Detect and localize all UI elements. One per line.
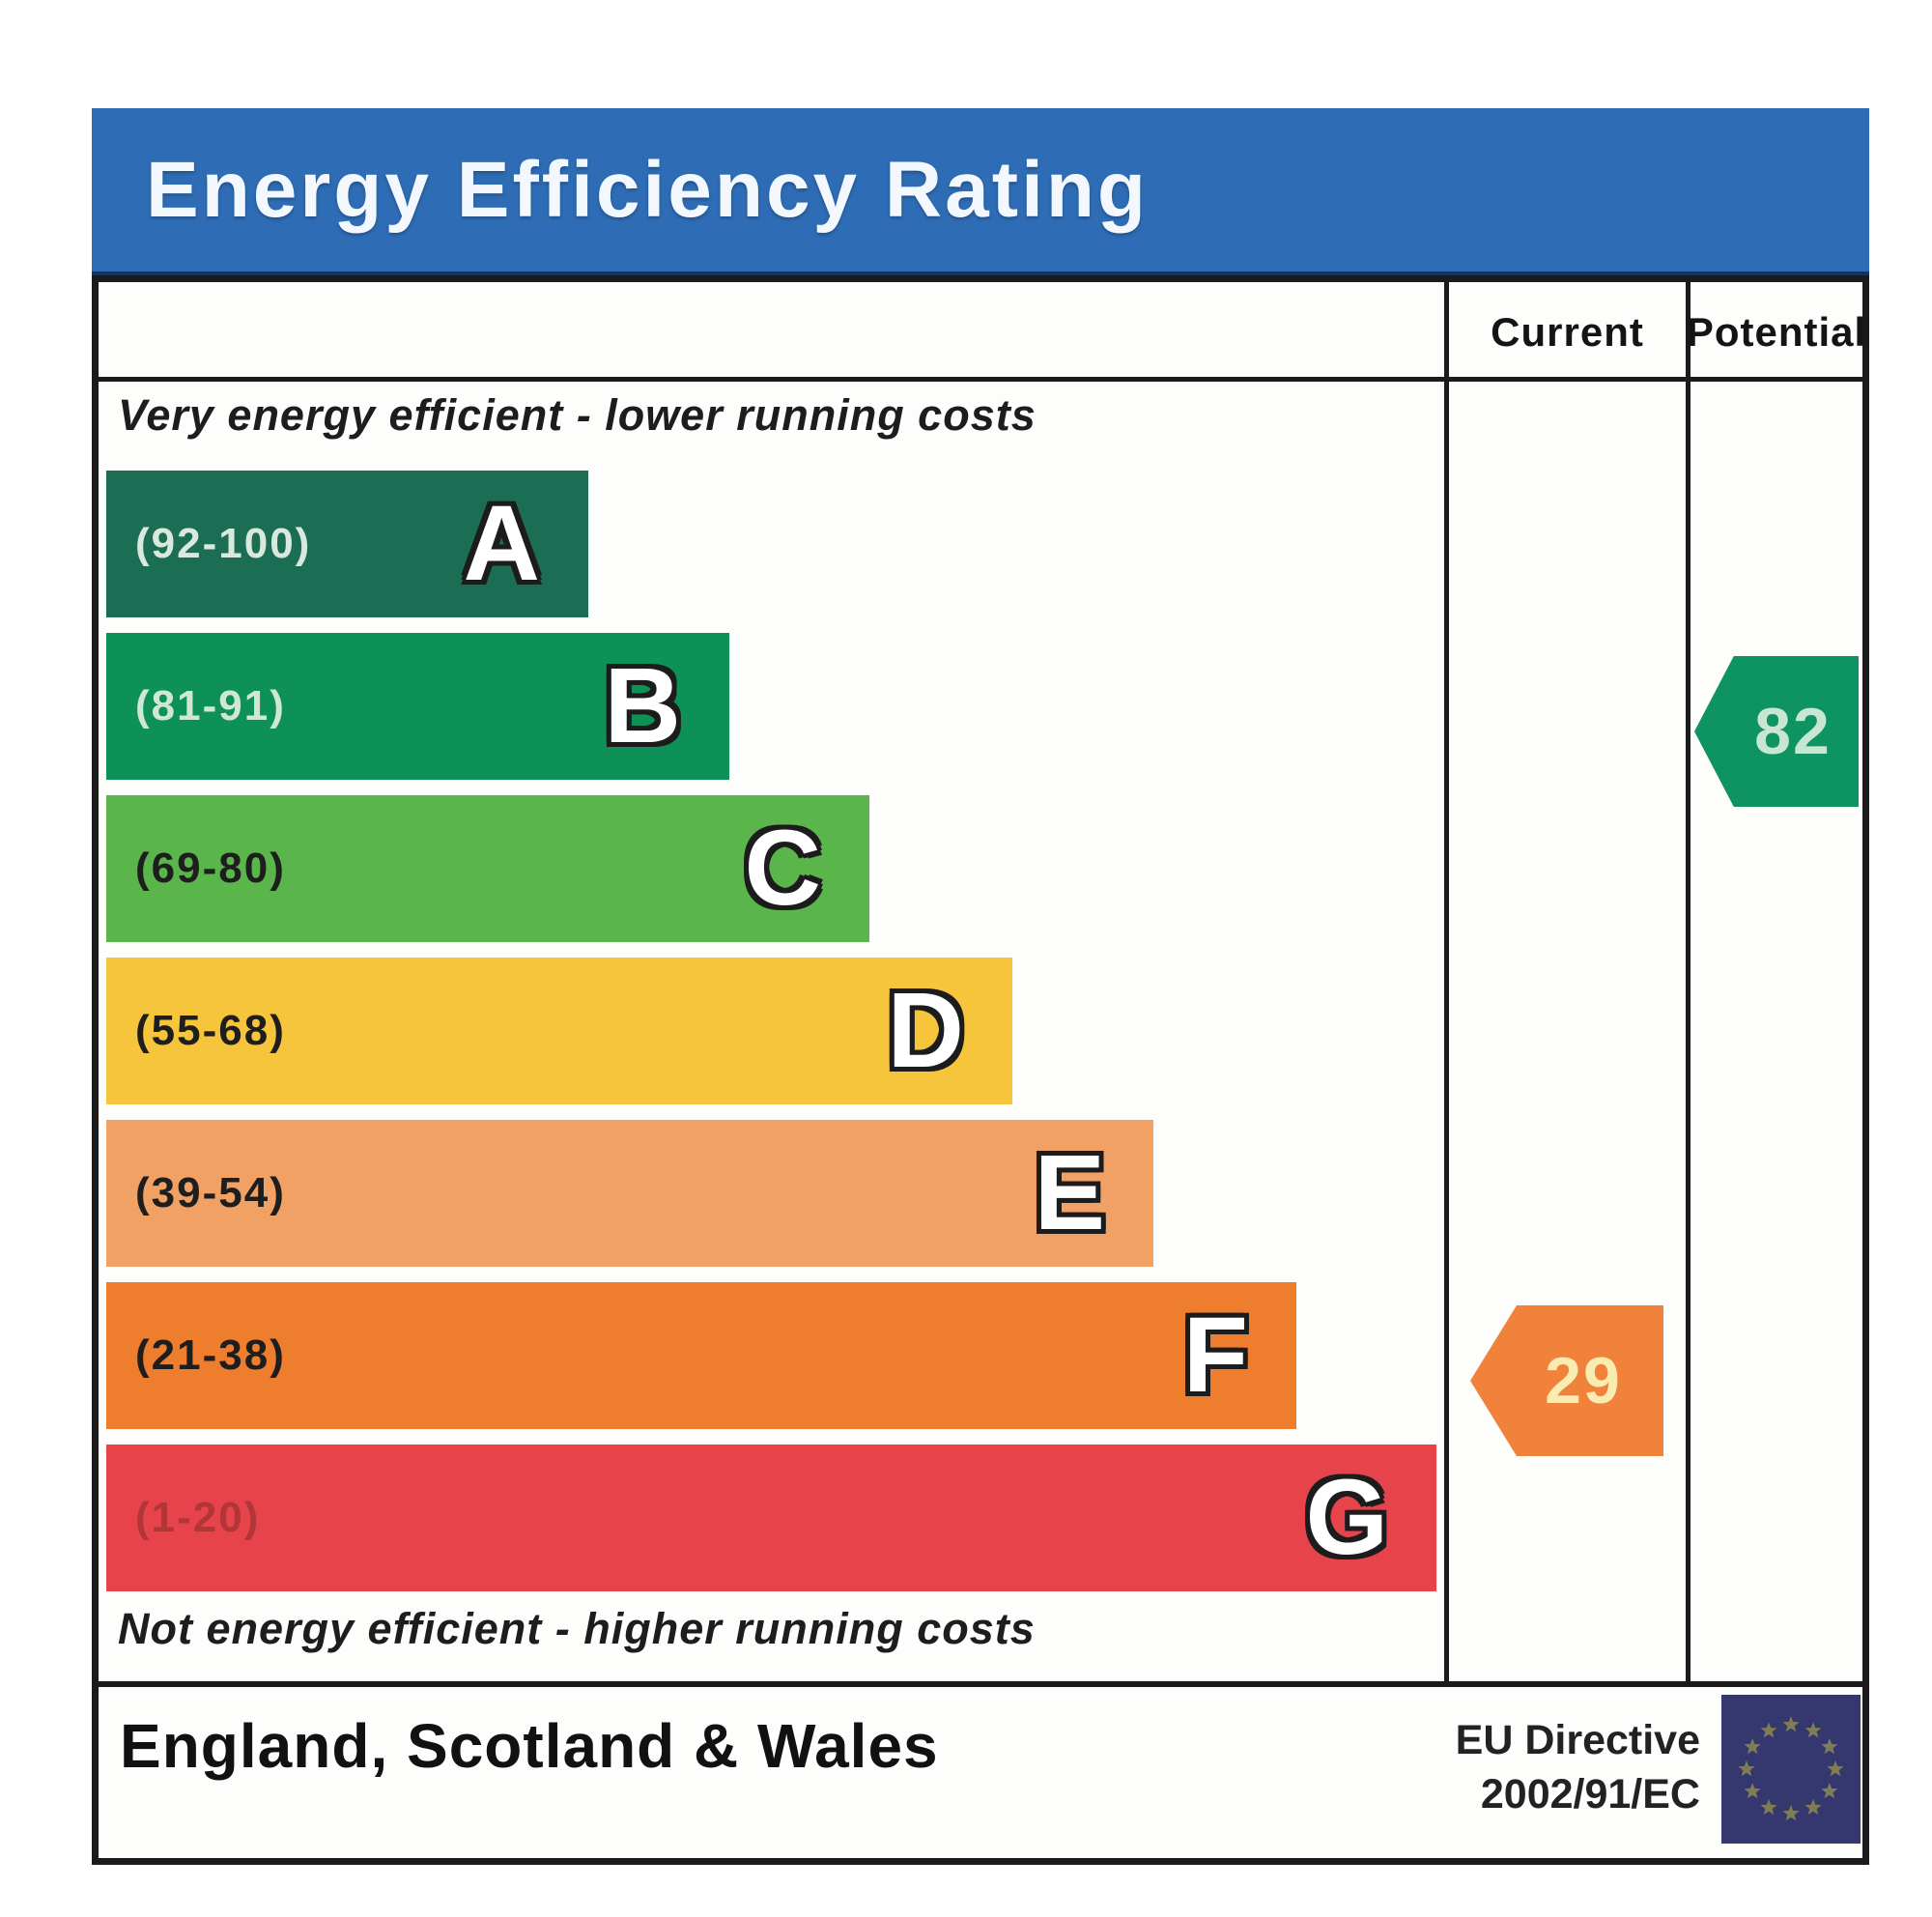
potential-rating-arrow: 82	[1694, 656, 1859, 807]
band-letter-E: E	[1034, 1133, 1105, 1252]
band-letter-G: G	[1305, 1458, 1388, 1577]
band-row-F: (21-38) F	[106, 1282, 1296, 1429]
band-letter-D: D	[887, 971, 964, 1090]
caption-not-efficient: Not energy efficient - higher running co…	[118, 1604, 1036, 1653]
eu-directive-line1: EU Directive	[1455, 1717, 1700, 1763]
caption-very-efficient: Very energy efficient - lower running co…	[118, 390, 1037, 440]
eu-directive-label: EU Directive 2002/91/EC	[1456, 1714, 1700, 1822]
band-range-E: (39-54)	[135, 1169, 286, 1216]
band-row-A: (92-100) A	[106, 471, 588, 617]
band-range-G: (1-20)	[135, 1494, 261, 1541]
band-row-E: (39-54) E	[106, 1120, 1153, 1267]
region-label: England, Scotland & Wales	[120, 1711, 939, 1781]
band-letter-C: C	[744, 809, 821, 928]
band-letter-A: A	[463, 484, 540, 603]
band-range-A: (92-100)	[135, 520, 312, 567]
footer-separator-line	[99, 1681, 1862, 1687]
rating-table: Current Potential Very energy efficient …	[92, 275, 1869, 1865]
band-range-D: (55-68)	[135, 1007, 286, 1054]
band-range-C: (69-80)	[135, 844, 286, 892]
page-title: Energy Efficiency Rating	[146, 145, 1150, 234]
band-row-C: (69-80) C	[106, 795, 869, 942]
band-range-B: (81-91)	[135, 682, 286, 730]
eu-directive-line2: 2002/91/EC	[1480, 1770, 1700, 1817]
current-rating-arrow: 29	[1470, 1305, 1663, 1456]
header-separator-line	[99, 377, 1862, 382]
band-letter-B: B	[604, 646, 681, 765]
band-row-D: (55-68) D	[106, 958, 1012, 1104]
band-range-F: (21-38)	[135, 1331, 286, 1379]
current-rating-value: 29	[1545, 1344, 1622, 1417]
eu-flag	[1721, 1695, 1861, 1844]
band-row-G: (1-20) G	[106, 1445, 1436, 1591]
column-header-potential: Potential	[1686, 309, 1867, 355]
band-row-B: (81-91) B	[106, 633, 729, 780]
column-header-current: Current	[1491, 309, 1644, 355]
potential-rating-value: 82	[1754, 695, 1832, 768]
column-divider-current	[1444, 282, 1449, 1687]
column-divider-potential	[1686, 282, 1690, 1687]
title-bar: Energy Efficiency Rating	[92, 108, 1869, 275]
band-letter-F: F	[1182, 1296, 1248, 1415]
